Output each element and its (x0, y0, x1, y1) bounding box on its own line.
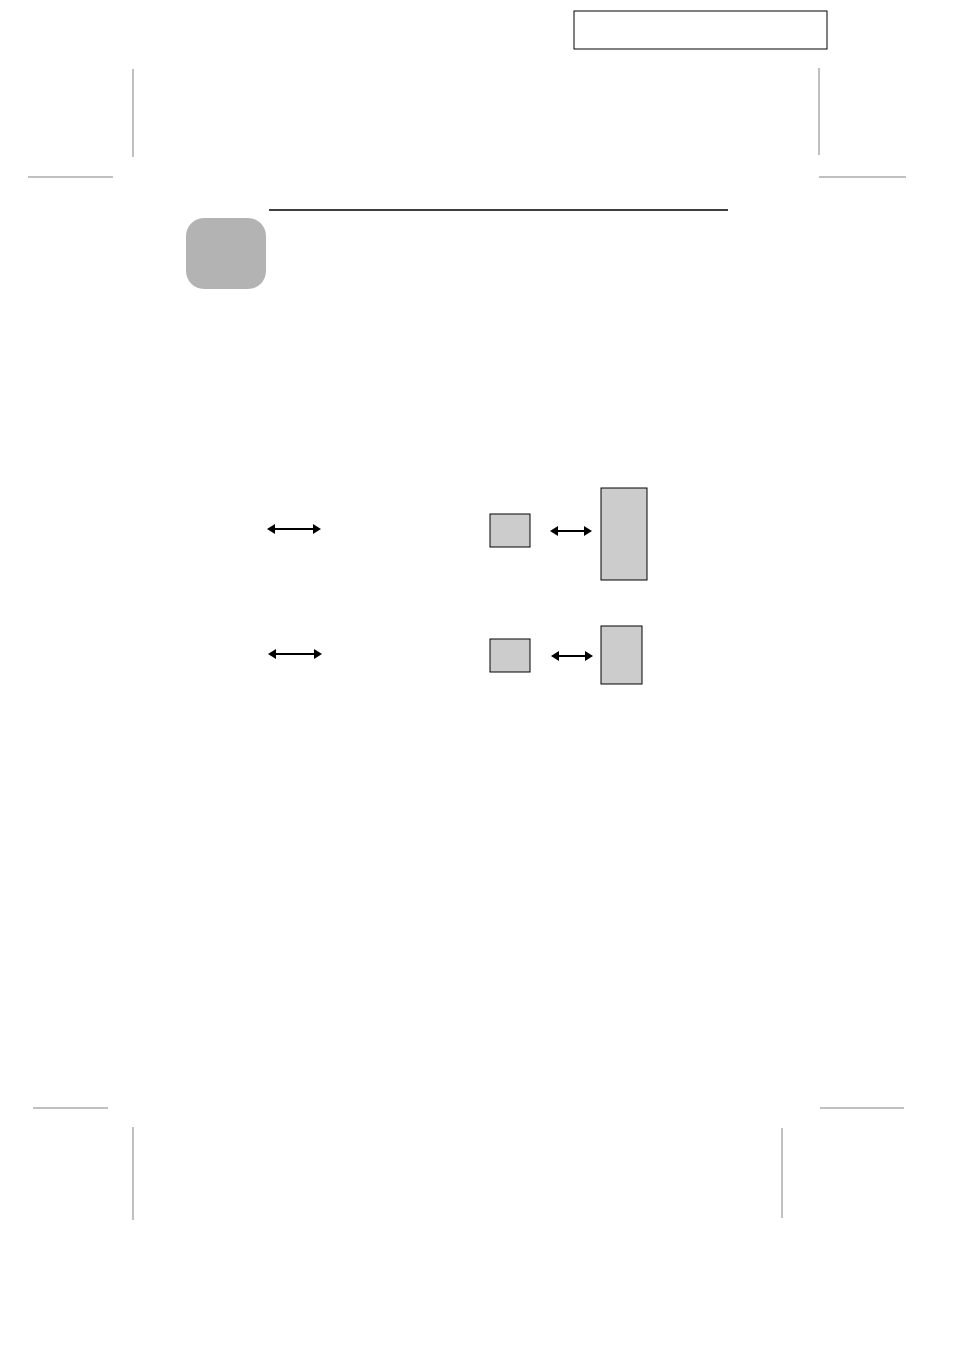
diagram-row-2 (268, 626, 642, 684)
page-svg (0, 0, 954, 1351)
topright-box (574, 11, 827, 49)
diagram-box-tall (601, 488, 647, 580)
double-arrow-icon (268, 649, 322, 659)
rounded-square (186, 218, 266, 289)
diagram-box-small (490, 514, 530, 547)
crop-marks (28, 68, 906, 1220)
diagram-row-1 (267, 488, 647, 580)
double-arrow-icon (550, 526, 592, 536)
diagram-box-small (490, 639, 530, 672)
double-arrow-icon (551, 651, 593, 661)
double-arrow-icon (267, 524, 321, 534)
diagram-box-med (601, 626, 642, 684)
